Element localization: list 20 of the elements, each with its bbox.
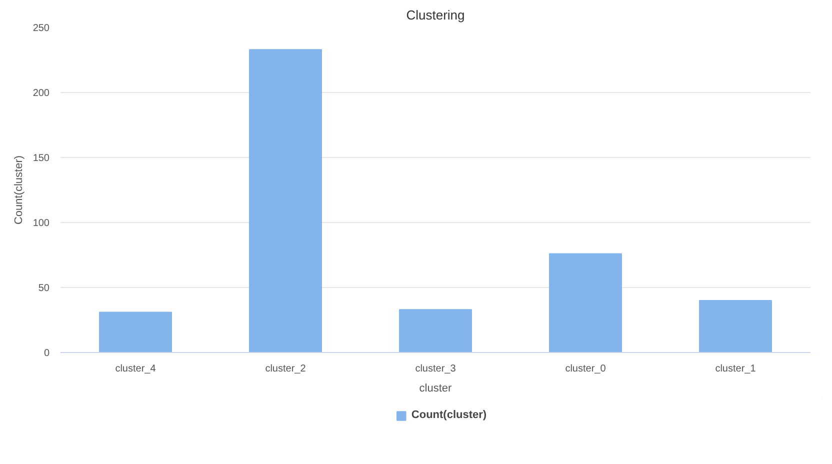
- y-tick-label: 150: [32, 153, 50, 164]
- x-tick-label: cluster_3: [415, 364, 456, 374]
- legend-label: Count(cluster): [411, 409, 487, 421]
- x-tick-label: cluster_1: [715, 364, 756, 374]
- bar: [249, 49, 322, 352]
- y-tick-label: 100: [32, 218, 50, 229]
- bar: [699, 300, 772, 352]
- y-tick-label: 250: [32, 23, 50, 34]
- y-axis-title: Count(cluster): [12, 155, 25, 225]
- bar: [399, 309, 472, 352]
- y-tick-label: 0: [44, 348, 50, 359]
- chart-title: Clustering: [406, 8, 465, 22]
- bar: [549, 253, 622, 352]
- x-tick-label: cluster_4: [115, 364, 156, 374]
- x-axis-title: cluster: [419, 382, 452, 394]
- bar: [99, 312, 172, 352]
- y-tick-label: 50: [38, 283, 50, 294]
- y-tick-label: 200: [32, 88, 50, 99]
- x-tick-label: cluster_2: [265, 364, 306, 374]
- x-tick-label: cluster_0: [565, 364, 606, 374]
